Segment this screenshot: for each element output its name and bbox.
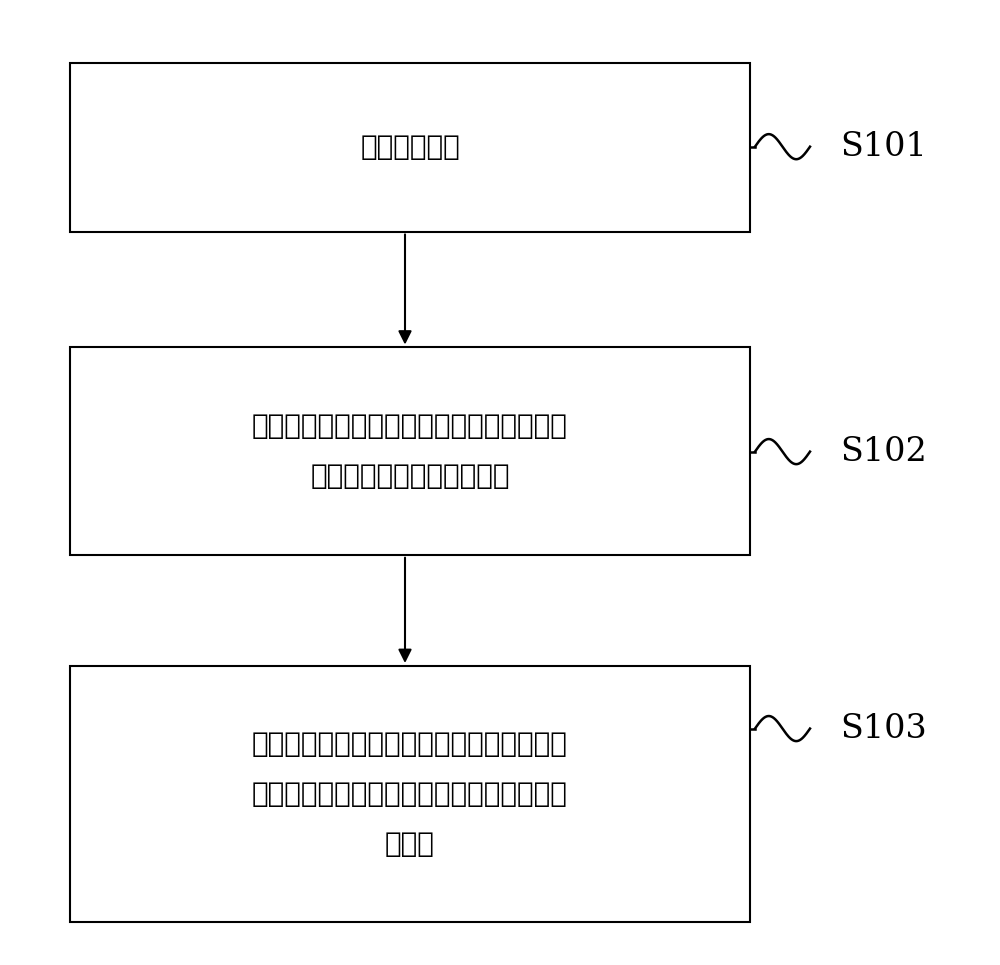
Text: 获取报警速度: 获取报警速度 xyxy=(360,133,460,161)
Text: 根据所述初始发车级位、所述档位更新频率: 根据所述初始发车级位、所述档位更新频率 xyxy=(252,730,568,758)
Text: 更新频率以及最大发车级位: 更新频率以及最大发车级位 xyxy=(310,462,510,490)
Text: 以及所述最大发车级位，对发车级位进行自: 以及所述最大发车级位，对发车级位进行自 xyxy=(252,780,568,808)
Text: 动调整: 动调整 xyxy=(385,830,435,858)
Text: S101: S101 xyxy=(840,130,927,163)
FancyBboxPatch shape xyxy=(70,347,750,555)
FancyBboxPatch shape xyxy=(70,63,750,232)
Text: S103: S103 xyxy=(840,712,927,745)
Text: 根据所述报警速度确定初始发车级位、档位: 根据所述报警速度确定初始发车级位、档位 xyxy=(252,412,568,440)
Text: S102: S102 xyxy=(840,435,927,468)
FancyBboxPatch shape xyxy=(70,666,750,922)
